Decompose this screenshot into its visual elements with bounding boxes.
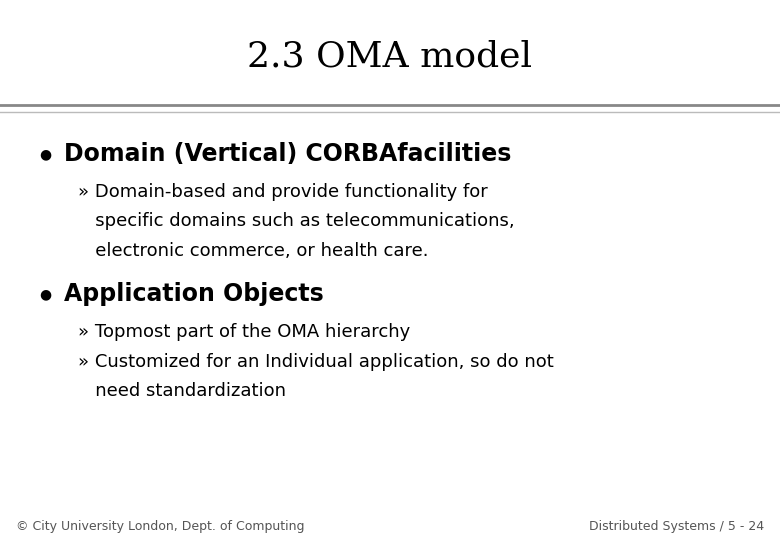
Text: » Domain-based and provide functionality for: » Domain-based and provide functionality…: [78, 183, 488, 201]
Text: 2.3 OMA model: 2.3 OMA model: [247, 40, 533, 73]
Text: » Customized for an Individual application, so do not: » Customized for an Individual applicati…: [78, 353, 554, 371]
Text: need standardization: need standardization: [78, 382, 286, 401]
Text: specific domains such as telecommunications,: specific domains such as telecommunicati…: [78, 212, 515, 231]
Text: Application Objects: Application Objects: [64, 282, 324, 306]
Text: electronic commerce, or health care.: electronic commerce, or health care.: [78, 242, 428, 260]
Text: ●: ●: [39, 147, 51, 161]
Text: » Topmost part of the OMA hierarchy: » Topmost part of the OMA hierarchy: [78, 323, 410, 341]
Text: © City University London, Dept. of Computing: © City University London, Dept. of Compu…: [16, 520, 304, 533]
Text: Domain (Vertical) CORBAfacilities: Domain (Vertical) CORBAfacilities: [64, 142, 512, 166]
Text: ●: ●: [39, 287, 51, 301]
Text: Distributed Systems / 5 - 24: Distributed Systems / 5 - 24: [589, 520, 764, 533]
